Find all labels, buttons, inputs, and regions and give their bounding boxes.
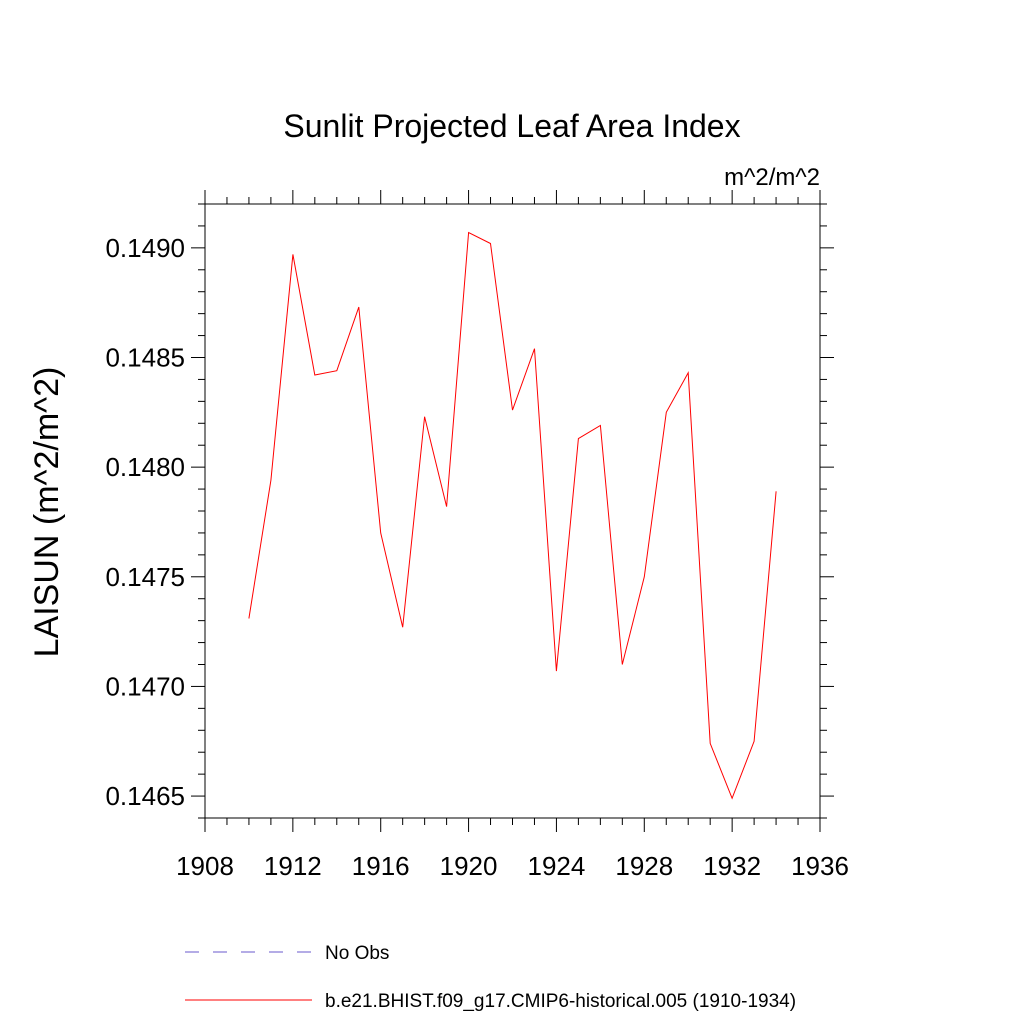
x-tick-label: 1936	[791, 851, 849, 881]
y-tick-label: 0.1490	[105, 233, 185, 263]
series-line-1	[248, 231, 777, 800]
x-tick-label: 1916	[352, 851, 410, 881]
legend-label-historical: b.e21.BHIST.f09_g17.CMIP6-historical.005…	[325, 991, 796, 1012]
y-tick-label: 0.1465	[105, 781, 185, 811]
series-lines	[248, 231, 777, 800]
y-tick-label: 0.1485	[105, 343, 185, 373]
y-tick-label: 0.1475	[105, 562, 185, 592]
y-tick-label: 0.1480	[105, 452, 185, 482]
plot-frame	[204, 203, 821, 819]
legend: No Obs b.e21.BHIST.f09_g17.CMIP6-histori…	[185, 943, 796, 1012]
units-label: m^2/m^2	[724, 164, 820, 191]
x-tick-label: 1924	[528, 851, 586, 881]
y-axis-label: LAISUN (m^2/m^2)	[28, 367, 66, 658]
chart-title: Sunlit Projected Leaf Area Index	[283, 108, 740, 144]
x-axis-tick-labels: 1908 1912 1916 1920 1924 1928 1932 1936	[176, 851, 849, 881]
x-tick-label: 1908	[176, 851, 234, 881]
x-axis-ticks	[204, 190, 821, 832]
x-tick-label: 1920	[440, 851, 498, 881]
y-axis-ticks	[191, 203, 834, 819]
legend-label-no-obs: No Obs	[325, 943, 389, 964]
x-tick-label: 1912	[264, 851, 322, 881]
y-tick-label: 0.1470	[105, 671, 185, 701]
x-tick-label: 1928	[615, 851, 673, 881]
y-axis-tick-labels: 0.1465 0.1470 0.1475 0.1480 0.1485 0.1490	[105, 233, 185, 811]
x-tick-label: 1932	[703, 851, 761, 881]
